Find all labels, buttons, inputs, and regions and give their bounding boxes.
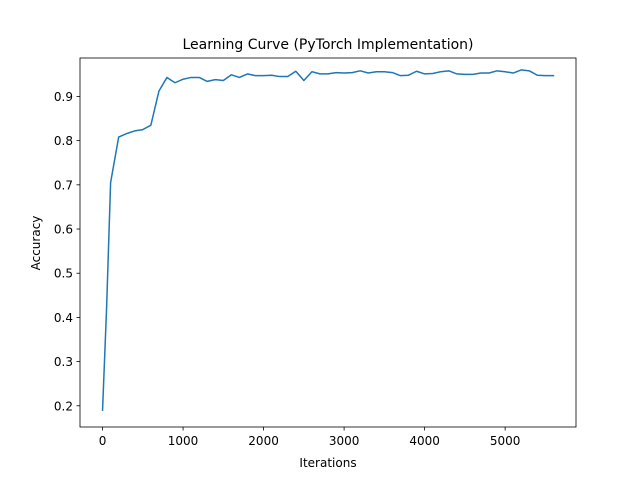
x-tick-label: 0 [99,434,107,448]
x-tick-label: 3000 [329,434,360,448]
chart-title: Learning Curve (PyTorch Implementation) [182,37,473,53]
x-tick-label: 1000 [168,434,199,448]
y-tick-label: 0.2 [54,399,73,413]
y-axis-label: Accuracy [29,216,43,271]
y-tick-label: 0.9 [54,90,73,104]
plot-area: 0 1000 2000 3000 4000 5000 0.2 0.3 0.4 0.5 0.6 0.7 0… [54,57,577,448]
y-tick-label: 0.5 [54,267,73,281]
y-tick-label: 0.7 [54,178,73,192]
y-tick-label: 0.8 [54,134,73,148]
y-tick-label: 0.3 [54,355,73,369]
x-tick-label: 2000 [248,434,279,448]
series-line-0 [101,69,555,411]
plot-frame [79,57,577,428]
x-tick-label: 4000 [409,434,440,448]
x-tick-label: 5000 [490,434,521,448]
y-tick-label: 0.4 [54,311,73,325]
x-axis-label: Iterations [299,456,356,470]
y-tick-label: 0.6 [54,223,73,237]
